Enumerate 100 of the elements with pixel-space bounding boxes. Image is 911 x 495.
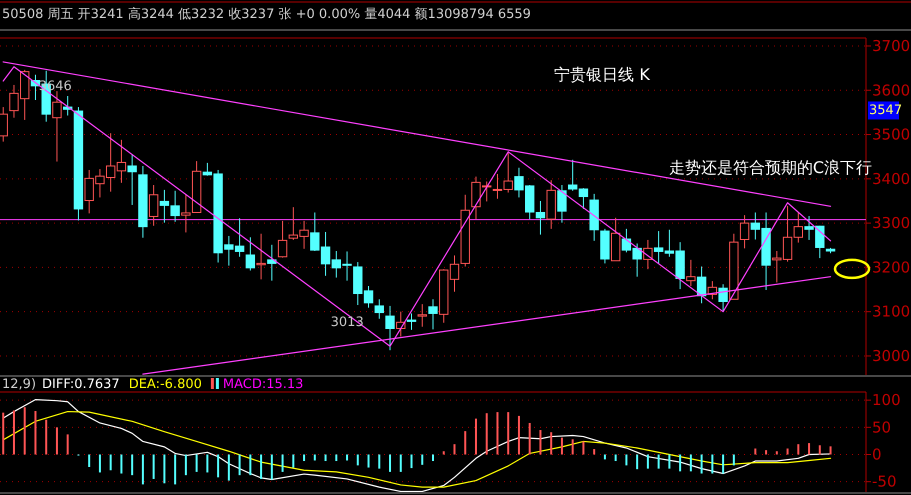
chart-subtitle: 50508 周五 开3241 高3244 低3232 收3237 张 +0 0.00% 量4044 额13098794 6559 xyxy=(2,6,531,22)
y-tick-label: 3400 xyxy=(872,170,910,188)
bar xyxy=(45,420,48,454)
bar xyxy=(560,438,563,454)
candlestick xyxy=(740,214,750,249)
bar xyxy=(163,454,166,484)
bar xyxy=(378,454,380,469)
bar xyxy=(528,422,531,454)
candlestick xyxy=(546,180,556,230)
bar xyxy=(679,454,682,472)
candlestick xyxy=(418,304,427,328)
bar xyxy=(206,454,208,472)
bar xyxy=(818,445,821,454)
bar xyxy=(442,451,445,454)
text: 宁贵银日线 K xyxy=(554,65,650,84)
bar xyxy=(88,454,90,467)
bar xyxy=(507,412,510,454)
candlestick xyxy=(138,165,148,238)
candlestick xyxy=(557,184,567,224)
line-series xyxy=(2,410,832,488)
bar xyxy=(496,412,498,454)
bar xyxy=(453,444,456,454)
bar xyxy=(421,454,424,465)
bar xyxy=(593,449,596,454)
y-tick-label: 3100 xyxy=(872,302,910,321)
y-tick-label: 3300 xyxy=(872,214,910,232)
bar xyxy=(270,454,273,480)
bar xyxy=(131,454,134,476)
y-tick-label: 3600 xyxy=(872,81,910,100)
bar xyxy=(786,448,789,454)
bar xyxy=(690,454,692,472)
bar xyxy=(66,434,69,454)
bar xyxy=(668,454,670,469)
candlestick xyxy=(256,233,266,280)
bar xyxy=(324,454,327,462)
y-tick-label: 3700 xyxy=(872,36,910,55)
bar xyxy=(98,454,101,472)
bar xyxy=(732,454,735,466)
bar xyxy=(346,454,348,460)
bar xyxy=(410,454,413,468)
legend-label: MACD:15.13 xyxy=(222,377,304,392)
bar xyxy=(582,441,584,454)
bar xyxy=(539,430,542,454)
bar xyxy=(110,454,112,470)
bar xyxy=(249,454,252,476)
y-tick-label: 0 xyxy=(872,446,882,464)
bar xyxy=(282,454,284,472)
bar xyxy=(184,454,187,476)
bar xyxy=(303,454,306,462)
bar xyxy=(368,454,370,468)
bar xyxy=(142,454,144,484)
bar xyxy=(658,454,660,469)
candlestick xyxy=(52,90,62,162)
bar xyxy=(518,416,520,454)
bar xyxy=(830,446,832,454)
bar xyxy=(474,418,477,454)
bar xyxy=(464,431,466,454)
bar xyxy=(12,410,15,454)
bar xyxy=(174,454,176,484)
bar xyxy=(614,454,617,462)
bar xyxy=(646,454,649,469)
bar xyxy=(238,454,241,476)
bar xyxy=(797,444,800,454)
bar xyxy=(625,454,628,466)
bar xyxy=(292,454,294,468)
bar xyxy=(754,448,756,454)
bar xyxy=(389,454,392,472)
bar xyxy=(604,454,606,460)
bar xyxy=(400,454,402,472)
bar xyxy=(152,454,155,479)
bar xyxy=(700,454,703,474)
bar xyxy=(765,450,768,454)
bar xyxy=(776,451,778,454)
candlestick xyxy=(267,244,277,282)
chart-title: 12,9) xyxy=(2,377,36,392)
bar xyxy=(56,427,58,454)
bar xyxy=(314,454,316,460)
bar xyxy=(356,454,359,466)
bar xyxy=(550,432,552,454)
text: DEA:-6.800 xyxy=(128,377,202,392)
bar xyxy=(24,407,26,454)
candlestick xyxy=(686,259,696,286)
bar xyxy=(228,454,230,481)
bar xyxy=(636,454,638,470)
series-label: DIFF:0.7637 xyxy=(42,377,120,392)
candlestick xyxy=(385,305,395,351)
bar xyxy=(34,411,36,454)
bar xyxy=(335,454,338,462)
bar xyxy=(196,454,198,472)
bar xyxy=(260,454,262,479)
bar xyxy=(711,454,714,474)
y-tick-label: 50 xyxy=(872,418,892,436)
y-tick-label: 3000 xyxy=(872,346,910,365)
bar xyxy=(722,454,724,474)
y-tick-label: -50 xyxy=(872,472,896,491)
bar xyxy=(120,454,122,474)
bar xyxy=(486,413,488,454)
candlestick xyxy=(127,154,137,206)
candlestick xyxy=(148,184,158,226)
y-tick-label: 100 xyxy=(872,391,901,410)
